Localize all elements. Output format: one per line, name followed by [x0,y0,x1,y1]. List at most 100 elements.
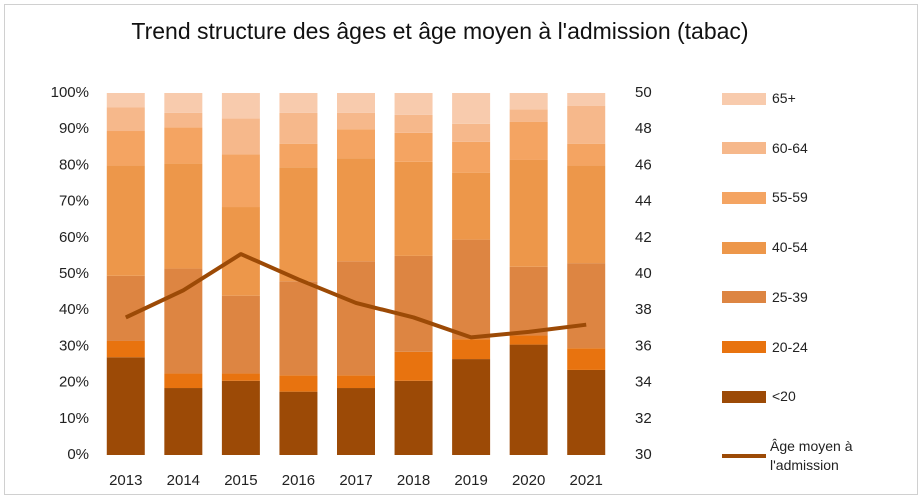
x-tick-label: 2019 [454,472,487,489]
legend-label: 25-39 [772,288,808,305]
bar-segment [106,131,145,166]
y-tick-label: 40% [59,301,89,318]
bar-segment [567,105,606,144]
bar-segment [164,163,203,269]
y2-tick-label: 32 [635,410,652,427]
bar-segment [106,165,145,276]
bar-segment [337,158,375,262]
x-tick-label: 2013 [109,472,142,489]
bar-segment [509,109,548,122]
bar-segment [567,165,606,264]
bar-segment [567,93,606,106]
y2-tick-label: 34 [635,374,652,391]
bar-segment [279,375,318,392]
x-tick-label: 2016 [282,472,315,489]
bar-segment [509,159,548,267]
y-tick-label: 50% [59,265,89,282]
legend-label: 20-24 [772,338,808,355]
bar-segment [164,268,203,374]
bar-segment [279,112,318,144]
legend-item: 55-59 [722,188,892,207]
y-tick-label: 80% [59,156,89,173]
bar-segment [509,121,548,160]
bar-segment [221,118,260,155]
legend-swatch [722,453,766,458]
y-tick-label: 30% [59,337,89,354]
bar-segment [221,380,260,455]
bar-segment [337,388,375,455]
bar-segment [452,359,491,455]
bar-segment [164,388,203,455]
legend-label: <20 [772,388,796,405]
bar-segment [394,380,433,455]
y2-tick-label: 46 [635,156,652,173]
y2-tick-label: 42 [635,229,652,246]
bar-segment [106,107,145,132]
bar-segment [394,351,433,381]
legend-item: 65+ [722,89,892,108]
bar-segment [567,143,606,166]
bar-segment [279,167,318,282]
legend-label: Âge moyen à l'admission [770,437,853,473]
bar-segment [164,373,203,389]
bar-segment [221,93,260,119]
bar-segment [279,391,318,455]
legend-swatch [722,341,766,353]
bar-segment [106,275,145,341]
legend-label: 65+ [772,90,796,106]
bar-segment [394,114,433,133]
bar-segment [567,369,606,455]
x-tick-label: 2021 [570,472,603,489]
bar-segment [509,93,548,110]
bar-segment [337,375,375,389]
y-tick-label: 90% [59,120,89,137]
line [124,252,587,340]
x-tick-label: 2015 [224,472,257,489]
y2-tick-label: 50 [635,84,652,101]
legend-swatch [722,191,766,204]
bar-segment [394,161,433,256]
bar-segment [221,207,260,296]
legend-swatch [722,291,766,304]
legend-item: Âge moyen à l'admission [722,437,890,475]
legend-item: 40-54 [722,238,892,257]
bar-segment [452,339,491,360]
y-tick-label: 70% [59,193,89,210]
bar-segment [394,132,433,162]
bar-segment [164,93,203,113]
bar-segment [394,255,433,352]
bar-segment [164,112,203,128]
bar-segment [567,348,606,370]
bar-segment [337,129,375,159]
frame [4,4,918,495]
bar-segment [279,93,318,113]
y-tick-label: 20% [59,374,89,391]
chart-title: Trend structure des âges et âge moyen à … [131,18,749,44]
bar-segment [567,263,606,349]
legend-swatch [722,241,766,254]
bar-segment [452,239,491,340]
bar-segment [509,344,548,455]
x-tick-label: 2017 [339,472,372,489]
bar-segment [106,357,145,455]
bar-segment [394,93,433,115]
legend-swatch [722,142,766,155]
y2-tick-label: 44 [635,193,652,210]
bar-segment [337,93,375,113]
legend-item: 60-64 [722,139,892,158]
legend-item: <20 [722,387,892,406]
bar-segment [337,112,375,130]
legend-label: 60-64 [772,139,808,156]
y-tick-label: 10% [59,410,89,427]
bar-segment [452,123,491,142]
x-tick-label: 2020 [512,472,545,489]
bar-segment [452,93,491,124]
legend-swatch [722,390,766,403]
y2-tick-label: 30 [635,446,652,463]
bar-segment [452,172,491,240]
legend-swatch [722,92,766,105]
y-tick-label: 60% [59,229,89,246]
x-tick-label: 2018 [397,472,430,489]
legend-label: 55-59 [772,189,808,206]
